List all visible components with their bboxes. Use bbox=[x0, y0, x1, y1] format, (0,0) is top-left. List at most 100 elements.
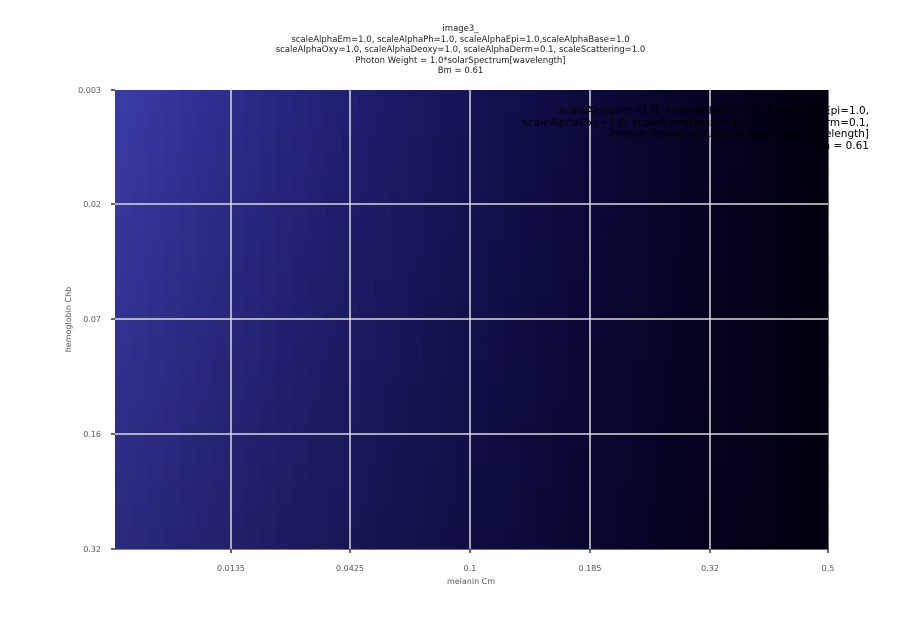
heatmap-cell bbox=[471, 486, 489, 508]
heatmap-cell bbox=[147, 173, 165, 195]
heatmap-cell bbox=[196, 444, 213, 467]
heatmap-cell bbox=[633, 194, 651, 216]
heatmap-cell bbox=[179, 215, 197, 237]
heatmap-cell bbox=[584, 465, 602, 488]
heatmap-cell bbox=[633, 131, 651, 154]
heatmap-cell bbox=[649, 382, 667, 404]
heatmap-cell bbox=[520, 382, 537, 404]
heatmap-cell bbox=[439, 277, 456, 300]
heatmap-cell bbox=[325, 382, 343, 404]
heatmap-cell bbox=[277, 444, 294, 467]
heatmap-cell bbox=[471, 110, 489, 133]
heatmap-cell bbox=[682, 319, 699, 341]
annotation-line: Bm = 0.61 bbox=[812, 139, 869, 152]
heatmap-cell bbox=[277, 361, 294, 383]
heatmap-cell bbox=[633, 152, 651, 175]
heatmap-cell bbox=[277, 528, 294, 550]
heatmap-cell bbox=[730, 486, 748, 508]
heatmap-cell bbox=[520, 110, 537, 133]
heatmap-cell bbox=[746, 131, 764, 154]
heatmap-cell bbox=[811, 528, 829, 550]
heatmap-cell bbox=[649, 444, 667, 467]
heatmap-cell bbox=[309, 277, 327, 300]
heatmap-cell bbox=[455, 444, 473, 467]
heatmap-cell bbox=[552, 173, 570, 195]
heatmap-cell bbox=[439, 486, 456, 508]
heatmap-cell bbox=[552, 507, 570, 529]
heatmap-cell bbox=[698, 340, 716, 362]
heatmap-cell bbox=[212, 236, 230, 258]
heatmap-cell bbox=[244, 319, 262, 341]
heatmap-cell bbox=[147, 90, 165, 112]
heatmap-cell bbox=[714, 152, 732, 175]
heatmap-cell bbox=[584, 152, 602, 175]
heatmap-cell bbox=[779, 173, 797, 195]
heatmap-cell bbox=[487, 444, 505, 467]
heatmap-cell bbox=[795, 277, 813, 300]
heatmap-cell bbox=[698, 382, 716, 404]
heatmap-cell bbox=[665, 131, 683, 154]
heatmap-cell bbox=[520, 277, 537, 300]
heatmap-cell bbox=[763, 528, 780, 550]
heatmap-cell bbox=[309, 402, 327, 425]
heatmap-cell bbox=[163, 194, 181, 216]
heatmap-cell bbox=[649, 340, 667, 362]
heatmap-cell bbox=[811, 361, 829, 383]
heatmap-cell bbox=[601, 507, 618, 529]
heatmap-cell bbox=[244, 465, 262, 488]
heatmap-cell bbox=[811, 402, 829, 425]
heatmap-cell bbox=[196, 152, 213, 175]
heatmap-cell bbox=[163, 90, 181, 112]
heatmap-cell bbox=[665, 340, 683, 362]
heatmap-cell bbox=[212, 319, 230, 341]
heatmap-cell bbox=[228, 277, 246, 300]
heatmap-cell bbox=[536, 528, 554, 550]
heatmap-cell bbox=[358, 277, 375, 300]
heatmap-cell bbox=[147, 382, 165, 404]
heatmap-cell bbox=[131, 340, 148, 362]
heatmap-cell bbox=[649, 194, 667, 216]
heatmap-cell bbox=[406, 90, 424, 112]
heatmap-cell bbox=[147, 319, 165, 341]
heatmap-cell bbox=[471, 298, 489, 321]
heatmap-cell bbox=[115, 194, 132, 216]
heatmap-cell bbox=[293, 173, 311, 195]
heatmap-cell bbox=[309, 194, 327, 216]
heatmap-cell bbox=[568, 90, 586, 112]
heatmap-cell bbox=[552, 528, 570, 550]
heatmap-cell bbox=[228, 131, 246, 154]
heatmap-cell bbox=[471, 277, 489, 300]
heatmap-cell bbox=[406, 444, 424, 467]
heatmap-cell bbox=[601, 277, 618, 300]
heatmap-cell bbox=[358, 236, 375, 258]
heatmap-cell bbox=[131, 215, 148, 237]
heatmap-cell bbox=[584, 215, 602, 237]
heatmap-cell bbox=[277, 486, 294, 508]
heatmap-cell bbox=[228, 402, 246, 425]
heatmap-cell bbox=[179, 194, 197, 216]
heatmap-cell bbox=[714, 256, 732, 279]
heatmap-cell bbox=[358, 298, 375, 321]
heatmap-cell bbox=[293, 382, 311, 404]
heatmap-cell bbox=[520, 319, 537, 341]
heatmap-cell bbox=[730, 277, 748, 300]
heatmap-cell bbox=[633, 236, 651, 258]
heatmap-cell bbox=[730, 507, 748, 529]
heatmap-cell bbox=[584, 528, 602, 550]
heatmap-cell bbox=[163, 465, 181, 488]
heatmap-cell bbox=[455, 277, 473, 300]
heatmap-cell bbox=[795, 486, 813, 508]
heatmap-cell bbox=[617, 528, 635, 550]
heatmap-cell bbox=[406, 173, 424, 195]
heatmap-cell bbox=[228, 256, 246, 279]
heatmap-cell bbox=[520, 340, 537, 362]
heatmap-cell bbox=[795, 465, 813, 488]
heatmap-cell bbox=[503, 528, 521, 550]
heatmap-cell bbox=[309, 486, 327, 508]
heatmap-cell bbox=[439, 319, 456, 341]
heatmap-cell bbox=[649, 110, 667, 133]
heatmap-cell bbox=[714, 340, 732, 362]
heatmap-cell bbox=[584, 402, 602, 425]
heatmap-cell bbox=[244, 110, 262, 133]
